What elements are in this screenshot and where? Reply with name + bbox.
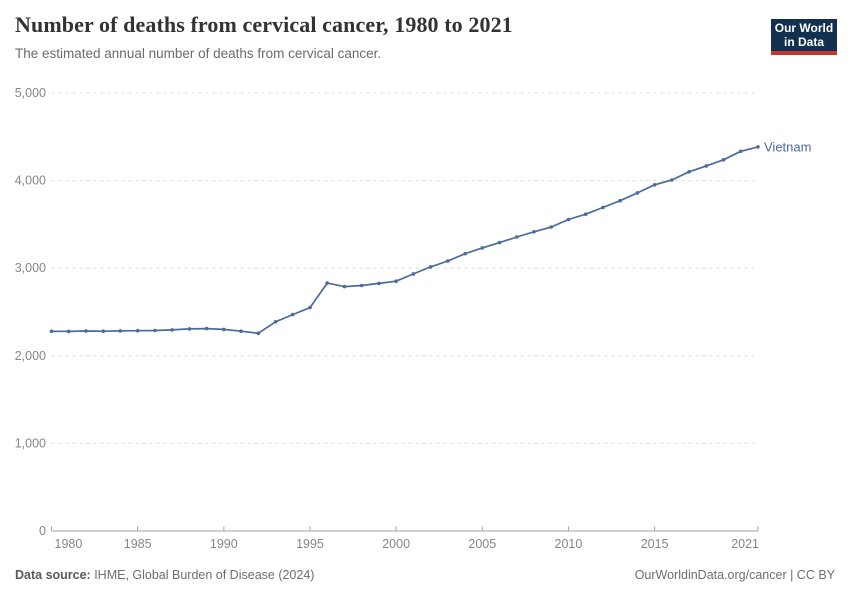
data-point[interactable] bbox=[566, 217, 571, 222]
x-tick-label: 1990 bbox=[210, 537, 238, 551]
x-tick-label: 2015 bbox=[641, 537, 669, 551]
series-line-vietnam bbox=[50, 146, 759, 335]
y-tick-label: 3,000 bbox=[15, 261, 46, 275]
data-point[interactable] bbox=[325, 281, 330, 285]
data-point[interactable] bbox=[704, 164, 709, 168]
chart-footer: Data source: IHME, Global Burden of Dise… bbox=[15, 568, 835, 582]
data-point[interactable] bbox=[135, 328, 140, 333]
y-tick-label: 4,000 bbox=[15, 174, 46, 188]
data-point[interactable] bbox=[101, 329, 105, 334]
x-tick-label: 2021 bbox=[731, 537, 759, 551]
data-point[interactable] bbox=[170, 328, 174, 332]
data-point[interactable] bbox=[428, 265, 433, 269]
data-point[interactable] bbox=[446, 259, 450, 263]
data-source-text: IHME, Global Burden of Disease (2024) bbox=[90, 568, 315, 582]
data-point[interactable] bbox=[739, 149, 743, 154]
data-point[interactable] bbox=[118, 329, 123, 333]
data-source-label: Data source: bbox=[15, 568, 91, 582]
data-point[interactable] bbox=[583, 212, 588, 216]
data-point[interactable] bbox=[601, 205, 605, 210]
data-point[interactable] bbox=[377, 281, 381, 286]
data-point[interactable] bbox=[411, 272, 416, 276]
title-block: Number of deaths from cervical cancer, 1… bbox=[15, 12, 513, 61]
x-tick-label: 2005 bbox=[468, 537, 496, 551]
data-point[interactable] bbox=[239, 329, 243, 334]
credit-link[interactable]: OurWorldinData.org/cancer | CC BY bbox=[634, 568, 835, 582]
data-point[interactable] bbox=[515, 235, 519, 239]
data-point[interactable] bbox=[687, 170, 691, 174]
data-point[interactable] bbox=[290, 312, 295, 317]
x-tick-label: 1980 bbox=[55, 537, 83, 551]
y-tick-label: 5,000 bbox=[15, 86, 46, 100]
data-point[interactable] bbox=[84, 329, 88, 333]
data-point[interactable] bbox=[187, 327, 192, 331]
chart-subtitle: The estimated annual number of deaths fr… bbox=[15, 46, 382, 61]
data-source: Data source: IHME, Global Burden of Dise… bbox=[15, 568, 314, 582]
data-point[interactable] bbox=[359, 283, 364, 288]
data-point[interactable] bbox=[256, 331, 261, 336]
x-tick-label: 1985 bbox=[124, 537, 152, 551]
data-point[interactable] bbox=[204, 326, 209, 331]
x-tick-label: 1995 bbox=[296, 537, 324, 551]
data-point[interactable] bbox=[532, 230, 536, 234]
y-tick-label: 0 bbox=[39, 524, 46, 538]
data-point[interactable] bbox=[273, 320, 278, 324]
x-tick-label: 2000 bbox=[382, 537, 410, 551]
data-point[interactable] bbox=[480, 246, 485, 250]
data-point[interactable] bbox=[721, 158, 726, 162]
x-tick-label: 2010 bbox=[555, 537, 583, 551]
data-point[interactable] bbox=[342, 284, 347, 289]
y-tick-label: 1,000 bbox=[15, 436, 46, 450]
series-label-vietnam: Vietnam bbox=[764, 139, 811, 154]
owid-logo[interactable]: Our World in Data bbox=[771, 19, 837, 55]
data-point[interactable] bbox=[66, 329, 71, 334]
y-tick-label: 2,000 bbox=[15, 349, 46, 363]
data-point[interactable] bbox=[497, 240, 502, 245]
data-point[interactable] bbox=[652, 183, 657, 187]
data-point[interactable] bbox=[222, 327, 226, 332]
data-point[interactable] bbox=[670, 178, 674, 182]
data-point[interactable] bbox=[756, 145, 760, 149]
data-point[interactable] bbox=[49, 329, 54, 334]
owid-logo-line2: in Data bbox=[783, 35, 824, 49]
chart-title: Number of deaths from cervical cancer, 1… bbox=[15, 12, 513, 37]
data-point[interactable] bbox=[549, 225, 553, 229]
chart-header: Number of deaths from cervical cancer, 1… bbox=[15, 12, 837, 61]
data-point[interactable] bbox=[308, 305, 312, 310]
data-point[interactable] bbox=[618, 198, 622, 203]
data-point[interactable] bbox=[394, 279, 398, 284]
data-point[interactable] bbox=[463, 251, 467, 256]
data-point[interactable] bbox=[635, 191, 640, 195]
data-point[interactable] bbox=[153, 328, 157, 333]
owid-logo-line1: Our World bbox=[774, 21, 834, 35]
